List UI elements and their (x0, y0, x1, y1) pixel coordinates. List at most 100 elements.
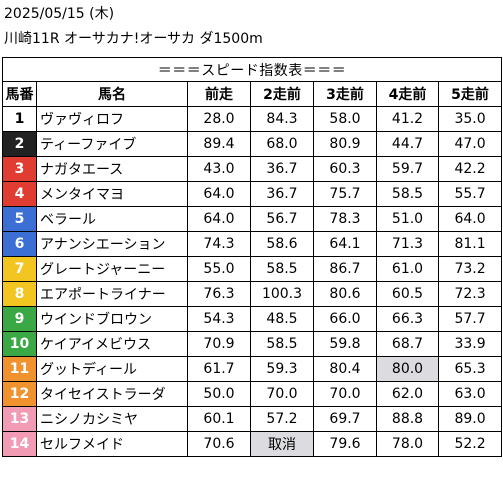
column-header-2-races-ago: 2走前 (250, 81, 314, 107)
speed-index-cell: 86.7 (313, 256, 377, 282)
speed-index-cell: 57.7 (437, 306, 503, 332)
horse-name: タイセイストラーダ (36, 381, 188, 407)
speed-index-cell: 71.3 (376, 231, 439, 257)
speed-index-cell: 66.3 (376, 306, 439, 332)
speed-index-cell: 44.7 (376, 131, 439, 157)
speed-index-cell: 60.3 (313, 156, 377, 182)
table-row: 3 ナガタエース 43.0 36.7 60.3 59.7 42.2 (2, 156, 503, 182)
horse-number-badge: 6 (2, 231, 37, 257)
column-header-number: 馬番 (2, 81, 37, 107)
speed-index-cell: 28.0 (187, 106, 251, 132)
horse-number-badge: 11 (2, 356, 37, 382)
speed-index-cell: 70.0 (313, 381, 377, 407)
speed-index-cell: 59.8 (313, 331, 377, 357)
horse-name: ニシノカシミヤ (36, 406, 188, 432)
speed-index-cell: 84.3 (250, 106, 314, 132)
speed-index-cell: 48.5 (250, 306, 314, 332)
speed-index-cell: 89.0 (437, 406, 503, 432)
horse-number-badge: 5 (2, 206, 37, 232)
horse-name: ケイアイメビウス (36, 331, 188, 357)
horse-number-badge: 7 (2, 256, 37, 282)
speed-index-cell: 74.3 (187, 231, 251, 257)
horse-number-badge: 8 (2, 281, 37, 307)
speed-index-cell: 取消 (250, 431, 314, 457)
speed-index-cell: 78.3 (313, 206, 377, 232)
horse-name: ウインドブロウン (36, 306, 188, 332)
speed-index-cell: 35.0 (437, 106, 503, 132)
speed-index-cell: 58.0 (313, 106, 377, 132)
speed-index-cell: 55.7 (437, 181, 503, 207)
horse-name: メンタイマヨ (36, 181, 188, 207)
table-row: 8 エアポートライナー 76.3 100.3 80.6 60.5 72.3 (2, 281, 503, 307)
horse-name: アナンシエーション (36, 231, 188, 257)
speed-index-cell: 50.0 (187, 381, 251, 407)
race-date: 2025/05/15 (木) (4, 6, 115, 22)
horse-number-badge: 2 (2, 131, 37, 157)
speed-index-cell: 61.0 (376, 256, 439, 282)
horse-name: ティーファイブ (36, 131, 188, 157)
speed-index-cell: 36.7 (250, 156, 314, 182)
speed-index-cell: 79.6 (313, 431, 377, 457)
speed-index-cell: 43.0 (187, 156, 251, 182)
speed-index-cell: 80.4 (313, 356, 377, 382)
speed-index-cell: 80.0 (376, 356, 439, 382)
speed-index-cell: 47.0 (437, 131, 503, 157)
speed-index-cell: 70.9 (187, 331, 251, 357)
table-row: 4 メンタイマヨ 64.0 36.7 75.7 58.5 55.7 (2, 181, 503, 207)
horse-name: セルフメイド (36, 431, 188, 457)
speed-index-cell: 52.2 (437, 431, 503, 457)
speed-index-cell: 42.2 (437, 156, 503, 182)
horse-number-badge: 10 (2, 331, 37, 357)
speed-index-cell: 58.5 (250, 331, 314, 357)
speed-index-cell: 68.0 (250, 131, 314, 157)
speed-index-cell: 61.7 (187, 356, 251, 382)
speed-index-cell: 36.7 (250, 181, 314, 207)
table-row: 10 ケイアイメビウス 70.9 58.5 59.8 68.7 33.9 (2, 331, 503, 357)
speed-index-cell: 80.6 (313, 281, 377, 307)
speed-index-cell: 58.5 (250, 256, 314, 282)
table-row: 9 ウインドブロウン 54.3 48.5 66.0 66.3 57.7 (2, 306, 503, 332)
horse-number-badge: 13 (2, 406, 37, 432)
speed-index-cell: 64.0 (437, 206, 503, 232)
speed-index-cell: 78.0 (376, 431, 439, 457)
horse-number-badge: 9 (2, 306, 37, 332)
column-header-5-races-ago: 5走前 (437, 81, 503, 107)
horse-name: グレートジャーニー (36, 256, 188, 282)
speed-index-cell: 72.3 (437, 281, 503, 307)
speed-index-cell: 70.0 (250, 381, 314, 407)
speed-index-cell: 69.7 (313, 406, 377, 432)
column-header-horse-name: 馬名 (36, 81, 188, 107)
speed-index-cell: 33.9 (437, 331, 503, 357)
speed-index-cell: 60.5 (376, 281, 439, 307)
speed-index-cell: 80.9 (313, 131, 377, 157)
speed-index-cell: 58.5 (376, 181, 439, 207)
speed-index-cell: 75.7 (313, 181, 377, 207)
speed-index-cell: 56.7 (250, 206, 314, 232)
horse-name: グットディール (36, 356, 188, 382)
column-header-4-races-ago: 4走前 (376, 81, 439, 107)
speed-index-cell: 54.3 (187, 306, 251, 332)
speed-index-cell: 68.7 (376, 331, 439, 357)
table-row: 11 グットディール 61.7 59.3 80.4 80.0 65.3 (2, 356, 503, 382)
horse-number-badge: 3 (2, 156, 37, 182)
speed-index-cell: 57.2 (250, 406, 314, 432)
speed-index-cell: 70.6 (187, 431, 251, 457)
column-header-last-race: 前走 (187, 81, 251, 107)
speed-index-cell: 59.7 (376, 156, 439, 182)
speed-index-cell: 62.0 (376, 381, 439, 407)
horse-name: エアポートライナー (36, 281, 188, 307)
horse-name: ナガタエース (36, 156, 188, 182)
table-row: 13 ニシノカシミヤ 60.1 57.2 69.7 88.8 89.0 (2, 406, 503, 432)
speed-index-cell: 58.6 (250, 231, 314, 257)
speed-index-cell: 88.8 (376, 406, 439, 432)
table-row: 6 アナンシエーション 74.3 58.6 64.1 71.3 81.1 (2, 231, 503, 257)
table-row: 1 ヴァヴィロフ 28.0 84.3 58.0 41.2 35.0 (2, 106, 503, 132)
column-header-3-races-ago: 3走前 (313, 81, 377, 107)
horse-name: ベラール (36, 206, 188, 232)
table-row: 12 タイセイストラーダ 50.0 70.0 70.0 62.0 63.0 (2, 381, 503, 407)
speed-index-cell: 64.0 (187, 181, 251, 207)
speed-index-cell: 65.3 (437, 356, 503, 382)
speed-index-cell: 89.4 (187, 131, 251, 157)
speed-index-cell: 81.1 (437, 231, 503, 257)
speed-index-cell: 76.3 (187, 281, 251, 307)
